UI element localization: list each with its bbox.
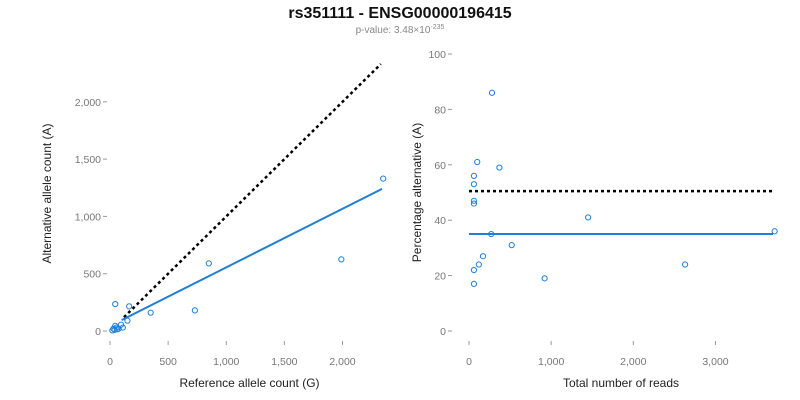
data-point: [191, 307, 198, 314]
data-point: [496, 164, 503, 171]
y-tick-label: 0: [440, 326, 446, 338]
x-axis-label: Total number of reads: [563, 376, 679, 390]
y-tick-label: 1,000: [75, 211, 101, 223]
y-tick-label: 100: [428, 49, 446, 61]
chart-panel-2: 0 20 40 60 80 100 0 1,000 2,000 3,000 Total number…: [410, 49, 778, 390]
y-axis-label: Percentage alternative (A): [410, 123, 424, 262]
data-point: [119, 324, 126, 331]
y-tick-label: 20: [434, 271, 446, 283]
data-point: [541, 275, 548, 282]
x-tick-label: 2,000: [329, 356, 355, 368]
x-tick-label: 1,500: [271, 356, 297, 368]
data-point: [474, 158, 481, 166]
p-value-subtitle: p-value: 3.48×10-235: [0, 24, 800, 36]
y-tick-label: 40: [434, 215, 446, 227]
data-point: [479, 253, 487, 260]
data-point: [771, 228, 778, 235]
y-tick-label: 500: [83, 269, 101, 281]
data-point: [470, 172, 478, 179]
data-point: [470, 197, 478, 204]
data-point: [470, 181, 478, 188]
data-point: [475, 261, 482, 268]
data-point: [488, 89, 496, 96]
x-tick-label: 0: [107, 356, 113, 368]
y-tick-label: 60: [434, 160, 446, 172]
x-tick-label: 3,000: [702, 356, 728, 368]
data-point: [126, 303, 133, 310]
data-point: [380, 175, 387, 182]
data-point: [470, 200, 478, 207]
fit-line: [121, 188, 383, 322]
data-point: [681, 261, 689, 268]
data-point: [585, 214, 592, 221]
reference-line: [123, 63, 382, 319]
y-tick-label: 2,000: [75, 97, 101, 109]
y-tick-label: 1,500: [75, 154, 101, 166]
x-tick-label: 2,000: [620, 356, 646, 368]
data-point: [112, 300, 119, 308]
data-point: [205, 260, 212, 267]
chart-title: rs351111 - ENSG00000196415: [288, 5, 512, 22]
data-point: [508, 242, 515, 249]
y-tick-label: 80: [434, 104, 446, 116]
data-point: [338, 256, 345, 263]
chart-panel-1: 0 500 1,000 1,500 2,000 0 500 1,000 1,500 2,000 Re…: [40, 63, 387, 390]
y-tick-label: 0: [95, 326, 101, 338]
x-tick-label: 0: [466, 356, 472, 368]
x-tick-label: 1,000: [213, 356, 239, 368]
data-point: [488, 230, 495, 238]
p-value-exponent: -235: [430, 24, 445, 31]
data-point: [470, 280, 478, 288]
y-axis-label: Alternative allele count (A): [40, 123, 54, 263]
x-tick-label: 500: [159, 356, 177, 368]
x-tick-label: 1,000: [538, 356, 564, 368]
x-axis-label: Reference allele count (G): [179, 376, 319, 390]
data-point: [124, 317, 131, 324]
p-value-text: p-value: 3.48×10: [355, 25, 431, 36]
data-point: [147, 309, 154, 316]
data-point: [470, 266, 478, 274]
